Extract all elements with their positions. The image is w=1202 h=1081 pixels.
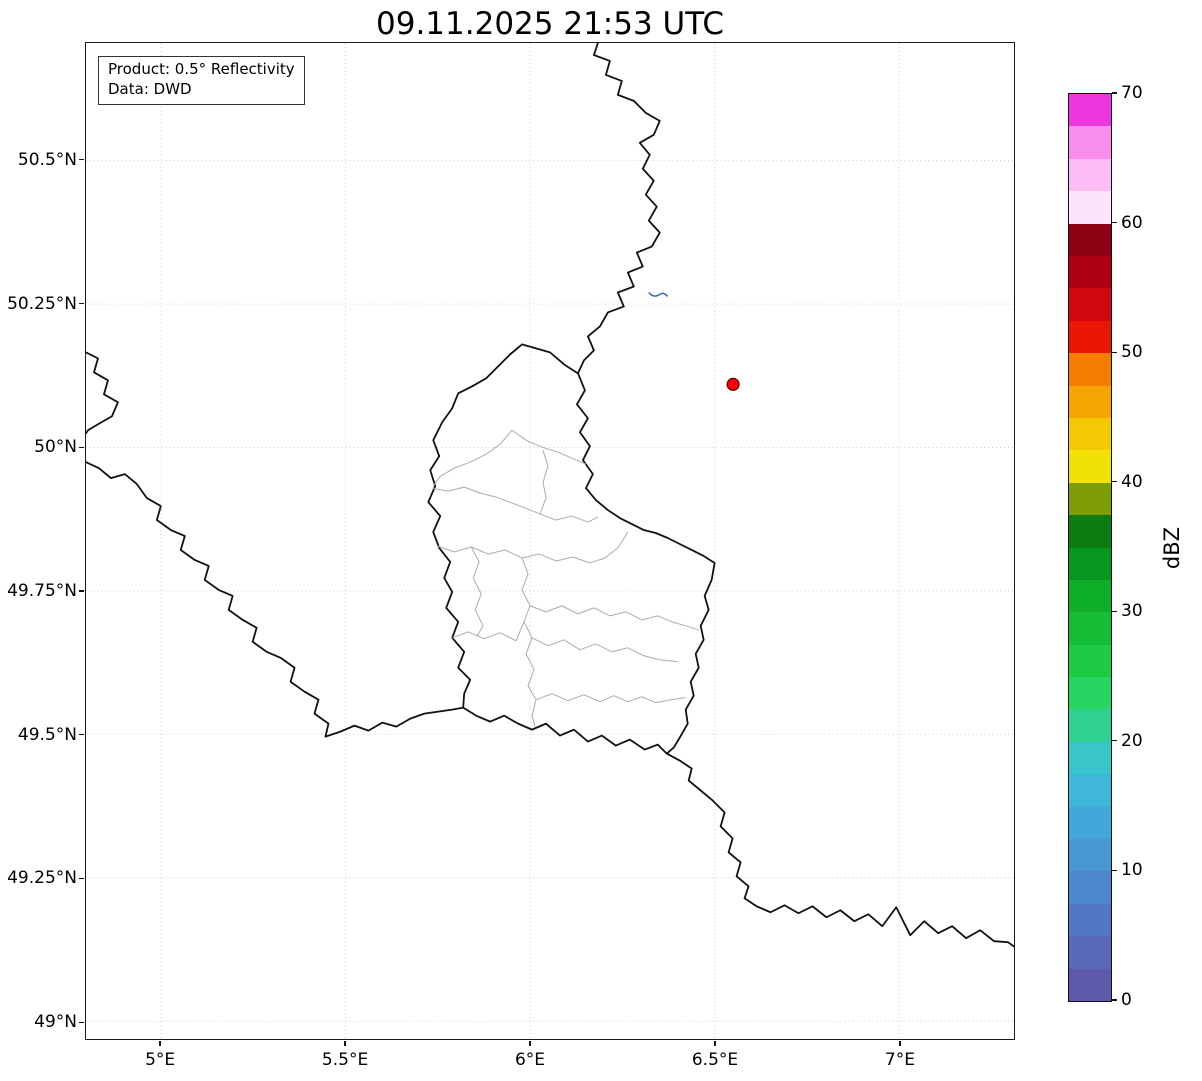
x-tick-label: 6°E (514, 1050, 546, 1070)
colorbar-tick-mark (1112, 999, 1117, 1001)
colorbar-band (1069, 935, 1111, 969)
colorbar-band (1069, 838, 1111, 872)
country-border-group (86, 43, 1014, 948)
colorbar-axis-label: dBZ (1160, 526, 1184, 570)
x-tick-label: 7°E (884, 1050, 915, 1070)
colorbar-tick-label: 50 (1121, 342, 1143, 363)
canton-border (529, 605, 699, 631)
colorbar-band (1069, 94, 1111, 127)
colorbar-band (1069, 320, 1111, 354)
y-tick-label: 49.5°N (17, 724, 77, 745)
border-france-germany (665, 752, 1014, 948)
border-luxembourg (427, 343, 716, 755)
y-tick-label: 50.25°N (7, 293, 77, 314)
colorbar-band (1069, 223, 1111, 256)
x-tick-label: 6.5°E (691, 1050, 739, 1070)
canton-border (511, 429, 587, 465)
colorbar-band (1069, 287, 1111, 321)
border-givet-salient (86, 351, 119, 435)
canton-border (521, 557, 537, 727)
colorbar-tick-label: 20 (1121, 730, 1143, 751)
colorbar-band (1069, 482, 1111, 516)
colorbar-band (1069, 385, 1111, 418)
colorbar-band (1069, 514, 1111, 548)
x-tick-label: 5°E (145, 1050, 176, 1070)
canton-border (531, 637, 678, 663)
colorbar (1068, 93, 1112, 1002)
canton-border (470, 546, 484, 637)
border-france-belgium (86, 461, 465, 738)
border-belgium-germany (577, 43, 661, 375)
colorbar-band (1069, 579, 1111, 613)
y-tick-mark (79, 590, 84, 592)
colorbar-band (1069, 547, 1111, 580)
colorbar-band (1069, 903, 1111, 937)
canton-border (432, 429, 513, 487)
colorbar-tick-label: 70 (1121, 83, 1143, 103)
y-tick-mark (79, 302, 84, 305)
x-tick-mark (714, 1041, 716, 1046)
canton-border (539, 513, 599, 523)
product-label: Product: 0.5° Reflectivity (108, 60, 295, 78)
figure-title: 09.11.2025 21:53 UTC (376, 6, 724, 42)
colorbar-band (1069, 449, 1111, 483)
colorbar-band (1069, 611, 1111, 645)
colorbar-tick-label: 60 (1121, 212, 1143, 233)
x-tick-mark (529, 1041, 531, 1046)
y-tick-label: 49.75°N (7, 581, 77, 601)
y-tick-label: 50°N (34, 437, 77, 458)
x-tick-mark (159, 1041, 161, 1046)
colorbar-tick-mark (1112, 351, 1117, 353)
colorbar-tick-mark (1112, 610, 1117, 612)
radar-location-marker (726, 377, 740, 391)
colorbar-band (1069, 352, 1111, 386)
colorbar-band (1069, 676, 1111, 710)
map-plot-area: Product: 0.5° Reflectivity Data: DWD (85, 42, 1015, 1040)
colorbar-tick-mark (1112, 869, 1117, 872)
map-canvas (86, 43, 1014, 1039)
x-tick-mark (899, 1041, 901, 1046)
y-tick-mark (79, 159, 84, 161)
gridline-group (86, 43, 1014, 1039)
colorbar-tick-label: 30 (1121, 601, 1143, 622)
colorbar-band (1069, 158, 1111, 192)
x-tick-label: 5.5°E (321, 1050, 369, 1070)
colorbar-band (1069, 708, 1111, 742)
canton-border-group (432, 429, 699, 727)
canton-border (437, 531, 629, 564)
colorbar-band (1069, 417, 1111, 451)
y-tick-label: 49°N (34, 1012, 77, 1033)
y-tick-label: 49.25°N (7, 868, 77, 889)
y-tick-label: 50.5°N (17, 149, 77, 170)
y-tick-mark (79, 734, 84, 736)
colorbar-tick-mark (1112, 221, 1117, 224)
river-feature (648, 292, 669, 297)
canton-border (432, 486, 541, 515)
colorbar-tick-label: 40 (1121, 471, 1143, 492)
y-tick-mark (79, 446, 84, 448)
colorbar-band (1069, 125, 1111, 159)
colorbar-band (1069, 773, 1111, 807)
canton-border (452, 621, 525, 642)
colorbar-tick-mark (1112, 481, 1117, 483)
colorbar-tick-mark (1112, 740, 1117, 742)
colorbar-tick-mark (1112, 92, 1117, 94)
y-tick-mark (79, 877, 84, 880)
colorbar-band (1069, 190, 1111, 224)
x-tick-mark (344, 1041, 346, 1046)
colorbar-tick-label: 0 (1121, 990, 1132, 1010)
data-source-label: Data: DWD (108, 79, 192, 98)
canton-border (535, 693, 686, 704)
canton-border (539, 450, 549, 515)
colorbar-tick-label: 10 (1121, 860, 1143, 881)
product-info-box: Product: 0.5° Reflectivity Data: DWD (98, 56, 305, 105)
colorbar-band (1069, 741, 1111, 775)
colorbar-band (1069, 806, 1111, 840)
colorbar-band (1069, 968, 1111, 1001)
y-tick-mark (79, 1021, 84, 1023)
colorbar-band (1069, 644, 1111, 678)
colorbar-band (1069, 255, 1111, 289)
colorbar-band (1069, 870, 1111, 904)
